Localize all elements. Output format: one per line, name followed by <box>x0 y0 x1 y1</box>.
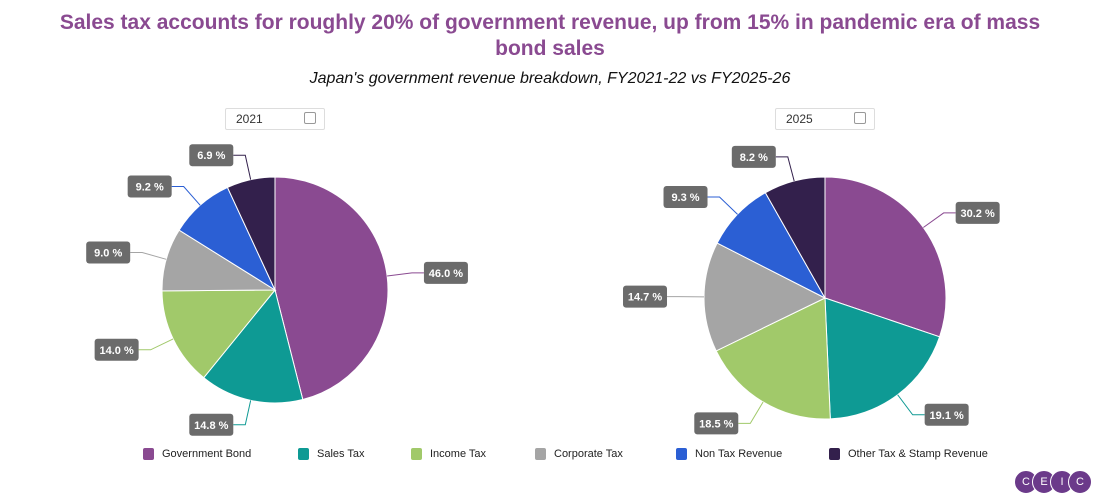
leader-line <box>138 338 174 351</box>
leader-line <box>233 400 252 426</box>
legend-item[interactable]: Sales Tax <box>298 448 411 460</box>
data-label: 30.2 % <box>961 208 995 220</box>
data-label: 9.0 % <box>94 248 122 260</box>
legend-swatch <box>829 448 840 460</box>
data-label: 6.9 % <box>197 150 225 162</box>
data-label-box <box>663 186 708 209</box>
year-value: 2021 <box>236 112 263 126</box>
legend-label: Income Tax <box>430 448 487 460</box>
legend-swatch <box>298 448 309 460</box>
legend-swatch <box>535 448 546 460</box>
chart-subtitle: Japan's government revenue breakdown, FY… <box>309 70 791 87</box>
pie-slice[interactable] <box>764 176 826 300</box>
legend-item[interactable]: Corporate Tax <box>535 448 676 460</box>
data-label: 9.3 % <box>671 192 699 204</box>
pie-slice[interactable] <box>703 242 827 352</box>
data-label: 9.2 % <box>136 182 164 194</box>
legend-item[interactable]: Government Bond <box>143 448 298 460</box>
year-picker-left[interactable]: 2021 <box>225 108 325 130</box>
data-label: 14.8 % <box>194 420 228 432</box>
data-label-box <box>86 241 131 264</box>
leader-line <box>130 252 167 260</box>
data-label: 46.0 % <box>429 268 463 280</box>
leader-line <box>738 401 764 424</box>
data-label-box <box>694 412 739 435</box>
legend-label: Government Bond <box>162 448 252 460</box>
year-value: 2025 <box>786 112 813 126</box>
leader-line <box>707 196 738 215</box>
year-picker-right[interactable]: 2025 <box>775 108 875 130</box>
legend-swatch <box>143 448 154 460</box>
data-label: 18.5 % <box>699 418 733 430</box>
legend-item[interactable]: Income Tax <box>411 448 535 460</box>
data-label-box <box>423 261 468 284</box>
data-label: 14.7 % <box>628 292 662 304</box>
legend-item[interactable]: Non Tax Revenue <box>676 448 829 460</box>
data-label-box <box>189 144 234 167</box>
data-label-box <box>94 338 139 361</box>
leader-line <box>897 394 925 416</box>
data-label: 8.2 % <box>740 152 768 164</box>
calendar-icon <box>854 112 866 124</box>
pie-slice[interactable] <box>274 176 389 401</box>
chart-title: Sales tax accounts for roughly 20% of go… <box>59 11 1041 60</box>
leader-line <box>923 212 956 228</box>
legend-item[interactable]: Other Tax & Stamp Revenue <box>829 448 988 460</box>
pie-slice[interactable] <box>715 297 831 420</box>
data-label-box <box>731 145 776 168</box>
leader-line <box>171 186 201 206</box>
data-label: 14.0 % <box>100 345 134 357</box>
leader-line <box>775 156 795 182</box>
data-label: 19.1 % <box>930 410 964 422</box>
legend-label: Non Tax Revenue <box>695 448 783 460</box>
data-label-box <box>189 413 234 436</box>
data-label-box <box>623 285 668 308</box>
pie-slice[interactable] <box>226 176 276 291</box>
legend-swatch <box>676 448 687 460</box>
legend-label: Corporate Tax <box>554 448 623 460</box>
legend-label: Other Tax & Stamp Revenue <box>848 448 988 460</box>
leader-line <box>233 154 252 180</box>
calendar-icon <box>304 112 316 124</box>
leader-line <box>387 272 424 277</box>
pie-slice[interactable] <box>203 288 304 404</box>
data-label-box <box>127 175 172 198</box>
legend-label: Sales Tax <box>317 448 365 460</box>
data-label-box <box>924 403 969 426</box>
data-label-box <box>955 201 1000 224</box>
legend: Government Bond Sales Tax Income Tax Cor… <box>143 448 988 460</box>
legend-swatch <box>411 448 422 460</box>
